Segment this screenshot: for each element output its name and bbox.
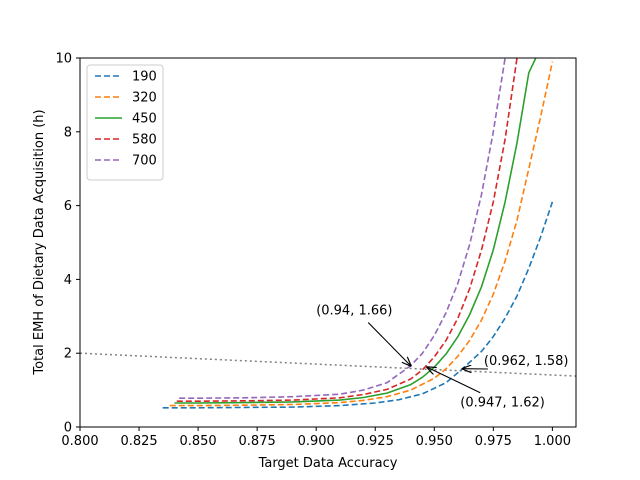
x-tick-label: 0.975 [475, 434, 512, 449]
plot-frame [79, 57, 577, 428]
legend-label: 450 [132, 112, 157, 127]
series-line-580 [176, 58, 518, 403]
x-tick-label: 0.900 [298, 434, 335, 449]
y-tick-label: 6 [64, 199, 72, 214]
series-line-700 [179, 58, 506, 400]
y-tick-label: 10 [55, 52, 72, 67]
annotation-arrow [427, 367, 481, 394]
y-tick-label: 0 [64, 421, 72, 436]
annotation-label: (0.947, 1.62) [460, 396, 545, 411]
x-tick-label: 0.825 [120, 434, 157, 449]
y-tick-label: 2 [64, 347, 72, 362]
x-tick-label: 0.925 [357, 434, 394, 449]
y-tick-label: 4 [64, 273, 72, 288]
x-axis-title: Target Data Accuracy [258, 456, 398, 471]
series-line-190 [162, 201, 554, 409]
x-tick-label: 0.875 [239, 434, 276, 449]
legend-label: 700 [132, 154, 157, 169]
annotation-arrow [367, 322, 410, 365]
legend-box [86, 64, 164, 181]
annotation-label: (0.94, 1.66) [316, 303, 392, 318]
x-tick-label: 1.000 [534, 434, 571, 449]
x-tick-label: 0.950 [416, 434, 453, 449]
x-tick-label: 0.800 [61, 434, 98, 449]
legend-label: 580 [132, 133, 157, 148]
y-tick-label: 8 [64, 125, 72, 140]
legend: 190 320 450 580 700 [86, 64, 164, 181]
x-tick-label: 0.850 [179, 434, 216, 449]
y-axis-title: Total EMH of Dietary Data Acquisition (h… [32, 109, 47, 375]
series-line-320 [169, 61, 554, 407]
legend-label: 320 [132, 91, 157, 106]
legend-label: 190 [132, 70, 157, 85]
annotation-label: (0.962, 1.58) [484, 354, 569, 369]
